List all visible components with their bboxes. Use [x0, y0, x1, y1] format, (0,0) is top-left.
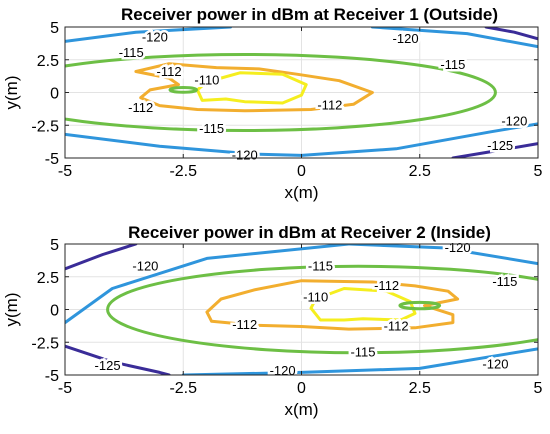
- contour-label-halo: -120: [270, 363, 296, 378]
- contour-120-line: [65, 27, 232, 43]
- contour-lines: [65, 27, 538, 158]
- contour-label-halo: -120: [482, 357, 508, 372]
- contour-125-line: [65, 344, 171, 375]
- contour-label-halo: -115: [440, 57, 465, 72]
- x-tick-label: -2.5: [169, 380, 197, 397]
- chart-title: Receiver power in dBm at Receiver 2 (Ins…: [128, 223, 491, 242]
- chart-receiver-2: Receiver power in dBm at Receiver 2 (Ins…: [2, 223, 543, 419]
- contour-label-halo: -120: [132, 258, 158, 273]
- x-tick-label: -2.5: [169, 163, 197, 180]
- contour-label: -120: [132, 258, 158, 273]
- contour-lines: [65, 244, 538, 375]
- contour-110-line: [195, 71, 308, 105]
- contour-label: -125: [95, 358, 121, 373]
- contour-label-halo: -110: [194, 73, 219, 88]
- y-axis-label: y(m): [2, 293, 21, 327]
- contour-label: -115: [119, 45, 144, 60]
- x-tick-label: 0: [297, 380, 306, 397]
- contour-label-halo: -120: [142, 29, 168, 44]
- contour-108-line: [168, 86, 198, 94]
- x-tick-label: 5: [534, 380, 543, 397]
- contour-label: -115: [199, 121, 224, 136]
- contour-label-halo: -112: [232, 317, 257, 332]
- y-tick-label: 2.5: [37, 53, 59, 70]
- contour-label-halo: -115: [350, 345, 375, 360]
- contour-label-halo: -120: [232, 147, 258, 162]
- contour-120-line: [65, 132, 303, 157]
- contour-label: -110: [303, 290, 328, 305]
- y-tick-label: -5: [45, 368, 59, 385]
- y-axis-label: y(m): [2, 76, 21, 110]
- contour-label: -120: [482, 357, 508, 372]
- contour-label: -112: [374, 278, 399, 293]
- contour-label: -125: [487, 138, 513, 153]
- x-tick-label: 2.5: [409, 380, 431, 397]
- contour-label-halo: -110: [303, 290, 328, 305]
- y-tick-label: -2.5: [31, 118, 59, 135]
- contour-label: -115: [440, 57, 465, 72]
- contour-label-halo: -112: [128, 100, 153, 115]
- contour-label: -120: [501, 113, 527, 128]
- contour-label-halo: -120: [501, 113, 527, 128]
- contour-label: -120: [270, 363, 296, 378]
- contour-label-halo: -112: [317, 98, 342, 113]
- x-tick-label: 0: [297, 163, 306, 180]
- contour-label: -115: [308, 258, 333, 273]
- contour-120-line: [65, 244, 351, 325]
- contour-120-line: [347, 244, 538, 266]
- contour-label-halo: -112: [374, 278, 399, 293]
- contour-label-halo: -125: [95, 358, 121, 373]
- y-tick-label: 0: [50, 86, 59, 103]
- y-tick-label: 5: [50, 237, 59, 254]
- contour-label: -112: [232, 317, 257, 332]
- contour-120-line: [181, 347, 538, 375]
- x-tick-label: -5: [58, 380, 72, 397]
- contour-label-halo: -115: [308, 258, 333, 273]
- contour-label: -120: [232, 147, 258, 162]
- y-tick-label: -5: [45, 151, 59, 168]
- contour-label: -115: [350, 345, 375, 360]
- x-tick-label: -5: [58, 163, 72, 180]
- contour-label-halo: -115: [119, 45, 144, 60]
- contour-label: -112: [157, 64, 182, 79]
- y-tick-label: 0: [50, 303, 59, 320]
- chart-receiver-1: Receiver power in dBm at Receiver 1 (Out…: [2, 5, 543, 202]
- contour-label: -115: [492, 274, 517, 289]
- contour-120-line: [370, 27, 538, 49]
- chart-title: Receiver power in dBm at Receiver 1 (Out…: [121, 5, 498, 24]
- contour-label: -120: [142, 29, 168, 44]
- contour-label: -120: [445, 240, 471, 255]
- contour-label-halo: -112: [384, 319, 409, 334]
- contour-125-line: [65, 244, 138, 271]
- y-tick-label: 5: [50, 20, 59, 37]
- contour-label: -112: [384, 319, 409, 334]
- contour-112-line: [205, 279, 460, 331]
- contour-110-line: [309, 287, 417, 322]
- y-tick-label: -2.5: [31, 335, 59, 352]
- contour-label: -120: [393, 31, 419, 46]
- contour-label-halo: -120: [393, 31, 419, 46]
- contour-112-line: [134, 62, 374, 113]
- contour-label-halo: -112: [157, 64, 182, 79]
- x-tick-label: 2.5: [409, 163, 431, 180]
- contour-120-line: [300, 122, 538, 157]
- contour-label: -112: [317, 98, 342, 113]
- x-axis-label: x(m): [285, 400, 319, 419]
- y-tick-label: 2.5: [37, 270, 59, 287]
- contour-108-line: [398, 300, 442, 311]
- contour-125-line: [484, 27, 538, 41]
- x-axis-label: x(m): [285, 183, 319, 202]
- contour-115-line: [106, 264, 538, 355]
- contour-115-line: [65, 53, 497, 132]
- contour-label-halo: -115: [199, 121, 224, 136]
- contour-label: -112: [128, 100, 153, 115]
- contour-label: -110: [194, 73, 219, 88]
- contour-125-line: [451, 142, 538, 158]
- contour-label-halo: -115: [492, 274, 517, 289]
- contour-label-halo: -125: [487, 138, 513, 153]
- x-tick-label: 5: [534, 163, 543, 180]
